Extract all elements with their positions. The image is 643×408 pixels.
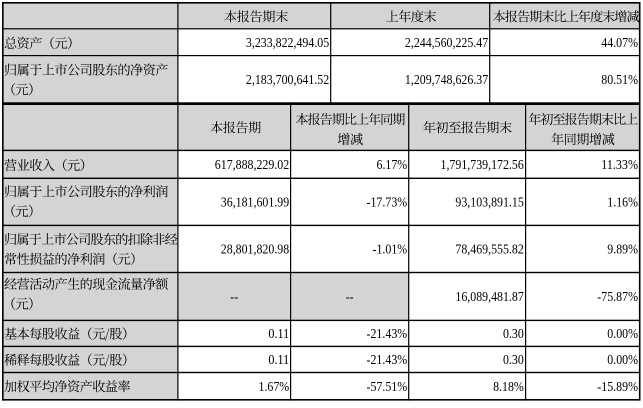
svg-text:2,183,700,641.52: 2,183,700,641.52 [246,72,329,87]
svg-text:3,233,822,494.05: 3,233,822,494.05 [246,35,330,50]
svg-text:1.67%: 1.67% [259,379,290,394]
svg-text:1,791,739,172.56: 1,791,739,172.56 [441,157,525,172]
svg-text:0.11: 0.11 [268,352,289,367]
svg-text:0.11: 0.11 [268,326,289,341]
svg-text:44.07%: 44.07% [601,35,638,50]
svg-text:6.17%: 6.17% [377,157,408,172]
svg-text:-21.43%: -21.43% [367,352,408,367]
svg-text:1.16%: 1.16% [607,195,638,210]
svg-text:-75.87%: -75.87% [597,289,638,304]
svg-text:36,181,601.99: 36,181,601.99 [221,195,290,210]
svg-text:9.89%: 9.89% [607,242,638,257]
svg-text:0.30: 0.30 [503,326,524,341]
svg-text:-17.73%: -17.73% [367,195,408,210]
svg-text:80.51%: 80.51% [601,72,638,87]
svg-text:8.18%: 8.18% [493,379,524,394]
svg-text:11.33%: 11.33% [601,157,638,172]
svg-text:0.30: 0.30 [503,352,524,367]
svg-text:--: -- [230,289,238,304]
svg-text:78,469,555.82: 78,469,555.82 [455,242,523,257]
svg-text:28,801,820.98: 28,801,820.98 [221,242,290,257]
svg-text:93,103,891.15: 93,103,891.15 [455,195,524,210]
svg-text:2,244,560,225.47: 2,244,560,225.47 [405,35,489,50]
svg-text:617,888,229.02: 617,888,229.02 [215,157,289,172]
svg-text:-57.51%: -57.51% [367,379,408,394]
svg-text:1,209,748,626.37: 1,209,748,626.37 [405,72,489,87]
svg-text:16,089,481.87: 16,089,481.87 [455,289,524,304]
svg-text:-15.89%: -15.89% [597,379,638,394]
svg-text:--: -- [346,289,354,304]
svg-text:-1.01%: -1.01% [373,242,408,257]
svg-text:0.00%: 0.00% [607,352,638,367]
svg-text:-21.43%: -21.43% [367,326,408,341]
svg-text:0.00%: 0.00% [607,326,638,341]
